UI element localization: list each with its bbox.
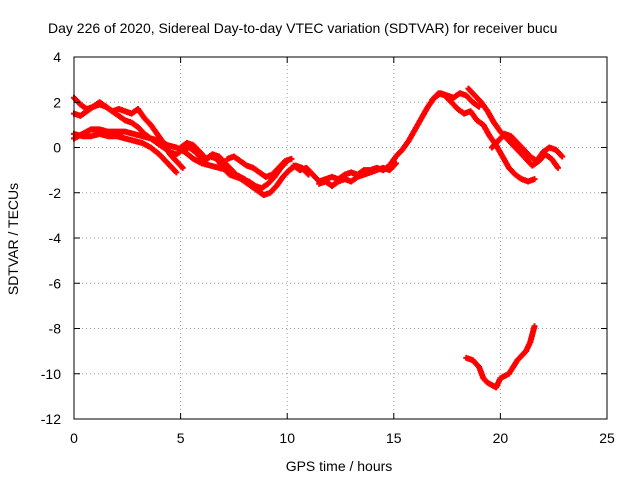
x-tick-label: 0 [70,430,78,446]
y-tick-label: -10 [41,366,61,382]
series-10 [429,90,538,185]
x-tick-label: 20 [493,430,509,446]
y-tick-labels: -12 -10 -8 -6 -4 -2 0 2 4 [41,49,61,427]
data-point [531,323,538,330]
x-tick-label: 15 [386,430,402,446]
data-point [554,164,561,171]
series-7 [224,153,295,180]
x-tick-label: 25 [599,430,615,446]
series-6 [194,151,291,192]
data-points [71,85,566,391]
data-point [179,164,186,171]
x-tick-labels: 0 5 10 15 20 25 [70,430,615,446]
y-tick-label: 2 [53,94,61,110]
series-9 [316,160,399,189]
chart-title: Day 226 of 2020, Sidereal Day-to-day VTE… [48,20,557,36]
data-point [173,169,180,176]
axis-ticks [73,56,608,420]
y-tick-label: -12 [41,411,61,427]
data-point [392,160,399,167]
data-point [531,176,538,183]
data-point [559,153,566,160]
series-11 [465,85,561,171]
y-tick-label: -2 [49,185,62,201]
data-point [288,155,295,162]
y-axis-label: SDTVAR / TECUs [5,183,21,295]
x-tick-label: 10 [279,430,295,446]
y-tick-label: 0 [53,140,61,156]
y-tick-label: -4 [49,230,62,246]
x-tick-label: 5 [177,430,185,446]
series-1 [71,94,186,171]
series-12 [488,130,566,165]
series-13 [463,323,538,391]
y-tick-label: -6 [49,275,62,291]
x-axis-label: GPS time / hours [286,458,393,474]
series-4 [71,130,180,176]
y-tick-label: -8 [49,321,62,337]
y-tick-label: 4 [53,49,61,65]
